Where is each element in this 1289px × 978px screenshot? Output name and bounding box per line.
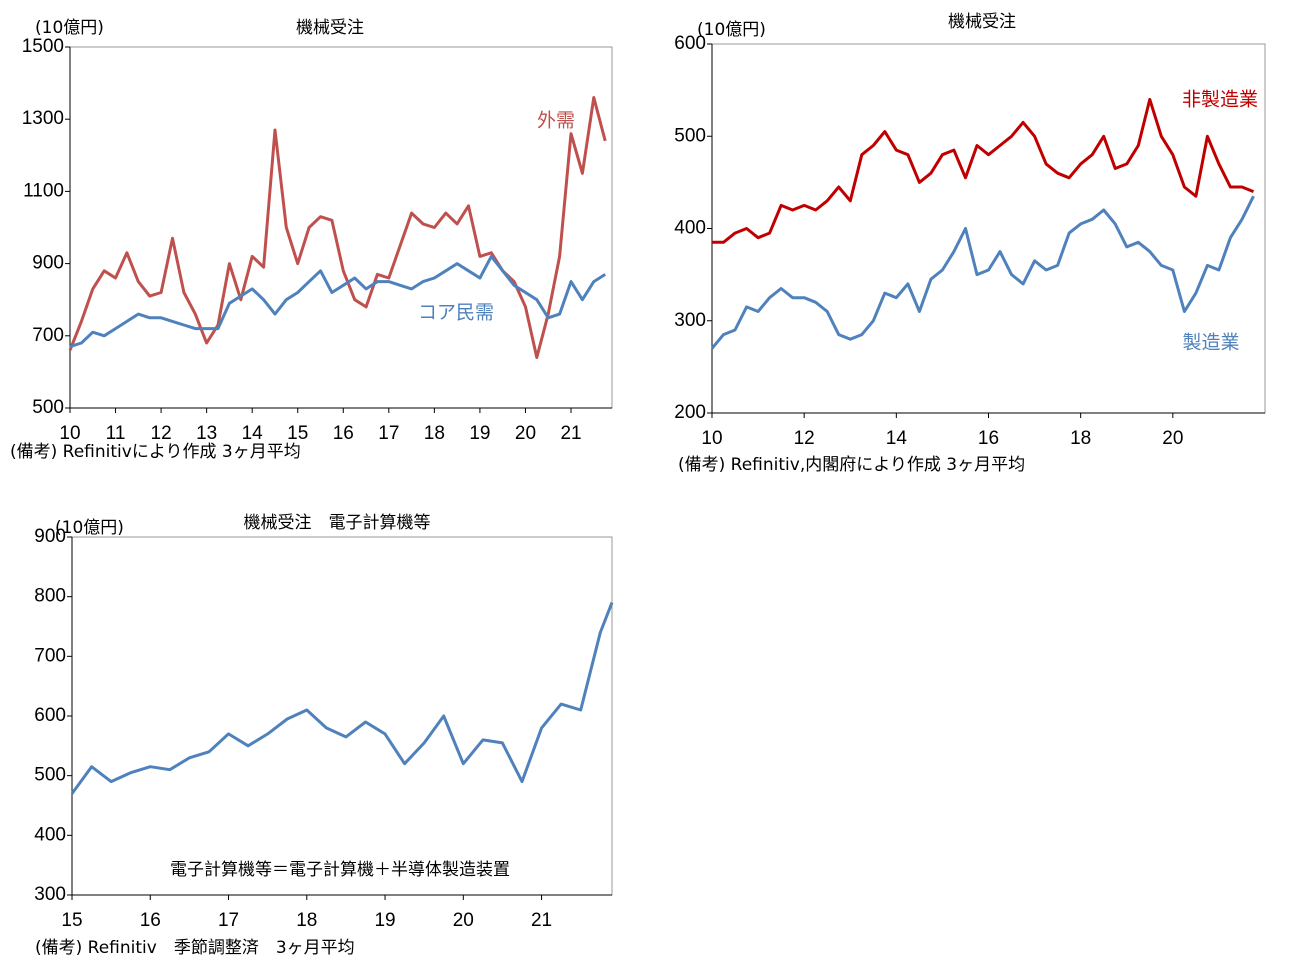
x-tick-label: 17 xyxy=(218,910,239,931)
annotation: 電子計算機等＝電子計算機＋半導体製造装置 xyxy=(170,860,510,880)
y-tick-label: 1300 xyxy=(22,108,64,129)
x-tick-label: 15 xyxy=(287,423,308,444)
x-tick-label: 18 xyxy=(1070,428,1091,449)
y-tick-label: 700 xyxy=(34,645,66,666)
footnote: (備考) Refinitiv,内閣府により作成 3ヶ月平均 xyxy=(678,455,1025,475)
chart-title: 機械受注 電子計算機等 xyxy=(244,513,431,533)
x-tick-label: 21 xyxy=(531,910,552,931)
y-tick-label: 1500 xyxy=(22,36,64,57)
x-tick-label: 21 xyxy=(560,423,581,444)
series-label: 製造業 xyxy=(1182,332,1239,354)
series-line xyxy=(70,602,614,795)
x-tick-label: 14 xyxy=(242,423,264,444)
x-tick-label: 19 xyxy=(374,910,395,931)
series-label: コア民需 xyxy=(418,302,494,324)
x-tick-label: 19 xyxy=(469,423,490,444)
x-tick-label: 16 xyxy=(140,910,161,931)
chart-title: 機械受注 xyxy=(948,12,1016,32)
series-line xyxy=(69,254,607,349)
y-tick-label: 400 xyxy=(674,218,706,239)
chart-title: 機械受注 xyxy=(296,18,364,38)
plot-frame xyxy=(71,536,613,896)
y-tick-label: 900 xyxy=(34,526,66,547)
y-tick-label: 400 xyxy=(34,824,66,845)
y-tick-label: 600 xyxy=(34,705,66,726)
y-tick-label: 500 xyxy=(34,765,66,786)
x-tick-label: 18 xyxy=(296,910,317,931)
y-tick-label: 200 xyxy=(674,402,706,423)
y-tick-label: 600 xyxy=(674,33,706,54)
x-tick-label: 20 xyxy=(1162,428,1183,449)
footnote: (備考) Refinitivにより作成 3ヶ月平均 xyxy=(10,442,301,462)
x-tick-label: 10 xyxy=(701,428,722,449)
x-tick-label: 20 xyxy=(453,910,474,931)
y-tick-label: 500 xyxy=(32,397,64,418)
x-tick-label: 11 xyxy=(106,423,126,444)
y-tick-label: 300 xyxy=(34,884,66,905)
x-tick-label: 15 xyxy=(61,910,82,931)
y-tick-label: 300 xyxy=(674,310,706,331)
y-tick-label: 500 xyxy=(674,125,706,146)
x-tick-label: 17 xyxy=(378,423,399,444)
y-tick-label: 700 xyxy=(32,325,64,346)
series-line xyxy=(710,195,1255,350)
y-tick-label: 1100 xyxy=(23,180,64,201)
y-tick-label: 800 xyxy=(34,586,66,607)
x-tick-label: 16 xyxy=(978,428,999,449)
y-tick-label: 900 xyxy=(32,253,64,274)
plot-frame xyxy=(69,46,613,409)
x-tick-label: 10 xyxy=(59,423,80,444)
x-tick-label: 20 xyxy=(515,423,536,444)
unit-label: (10億円) xyxy=(55,518,124,538)
x-tick-label: 13 xyxy=(196,423,217,444)
series-label: 非製造業 xyxy=(1182,89,1258,111)
footnote: (備考) Refinitiv 季節調整済 3ヶ月平均 xyxy=(35,938,355,958)
series-line xyxy=(712,97,1255,244)
series-label: 外需 xyxy=(537,110,575,132)
x-tick-label: 12 xyxy=(794,428,815,449)
x-tick-label: 14 xyxy=(886,428,908,449)
unit-label: (10億円) xyxy=(35,18,104,38)
x-tick-label: 18 xyxy=(424,423,445,444)
unit-label: (10億円) xyxy=(697,20,766,40)
x-tick-label: 16 xyxy=(333,423,354,444)
x-tick-label: 12 xyxy=(151,423,172,444)
